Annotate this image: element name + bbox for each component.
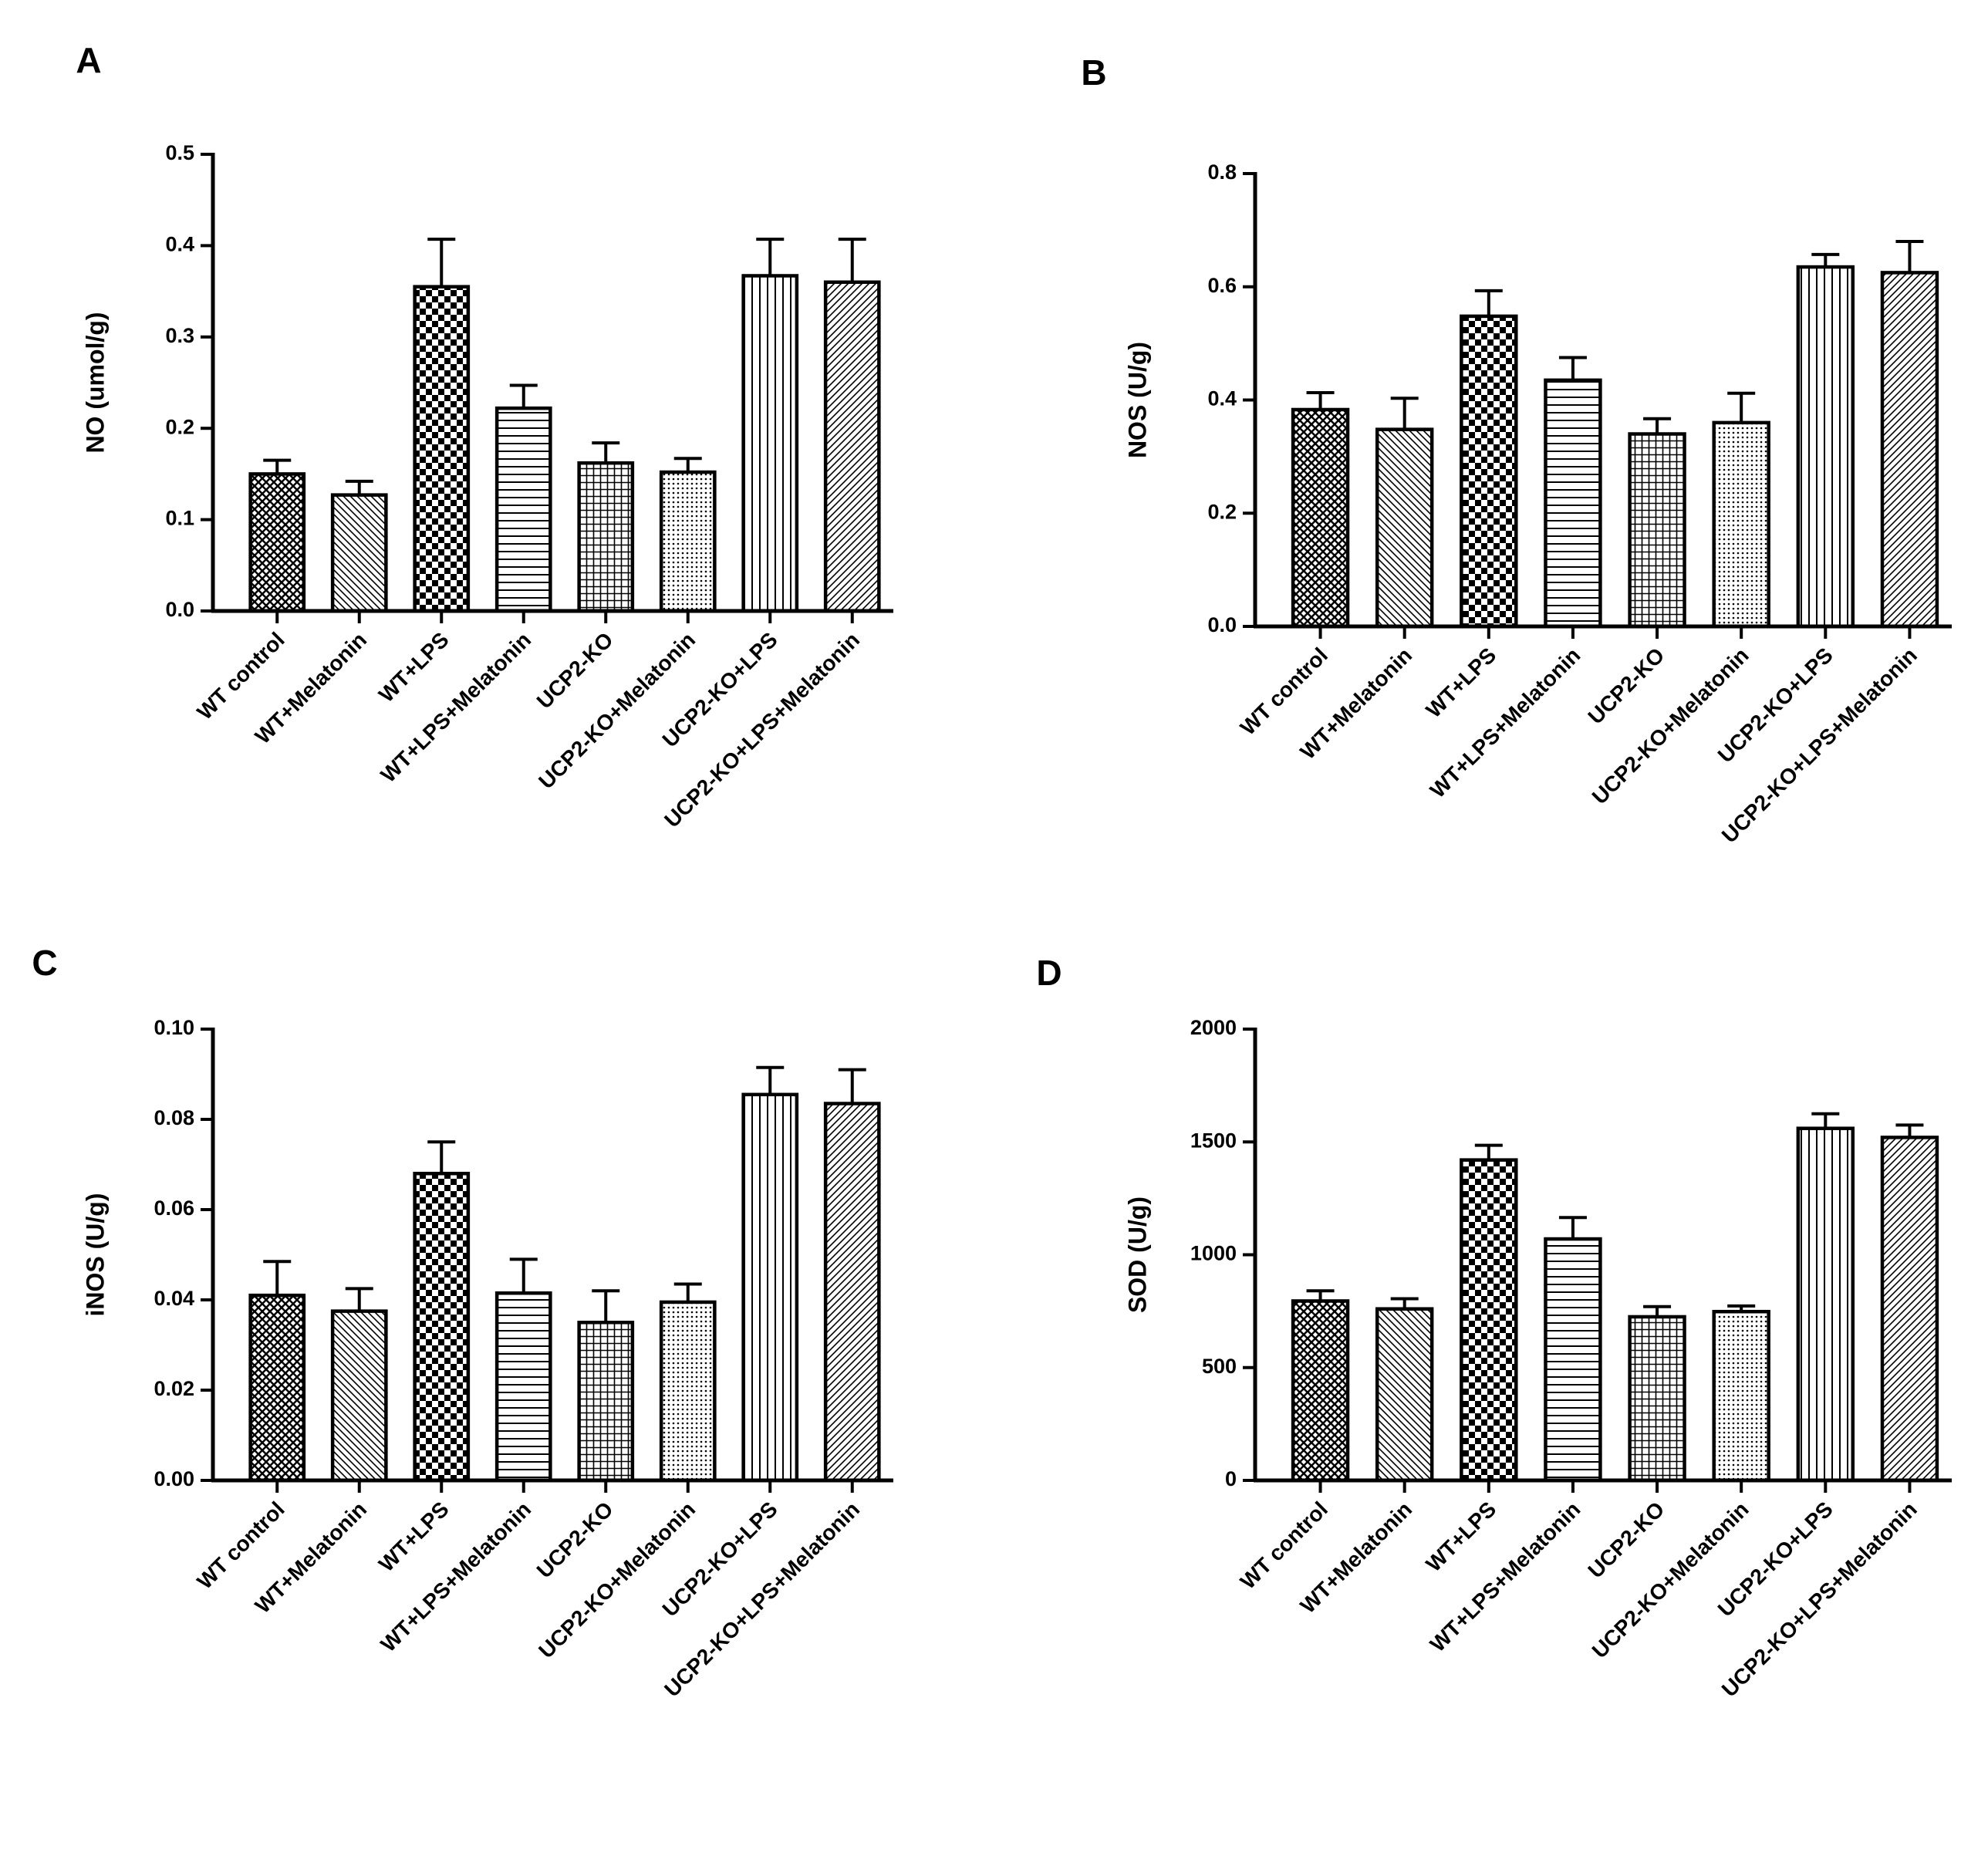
bar (741, 274, 799, 613)
bar (330, 493, 388, 613)
y-tick-label: 0.04 (154, 1287, 194, 1310)
y-tick-label: 0.00 (154, 1467, 194, 1490)
y-tick-label: 0.5 (165, 141, 194, 164)
y-axis-label: iNOS (U/g) (81, 1193, 109, 1317)
y-axis-label: NO (umol/g) (81, 312, 109, 453)
bar (1628, 1315, 1686, 1483)
bar (1544, 1237, 1602, 1483)
y-tick-label: 1500 (1190, 1129, 1237, 1152)
bar (1460, 1158, 1518, 1483)
y-tick-label: 0.1 (165, 507, 194, 530)
x-tick-label: WT+LPS+Melatonin (376, 1497, 535, 1657)
x-tick-label: WT+LPS (1422, 1497, 1501, 1577)
panel-label: D (1036, 953, 1062, 993)
bar (1375, 427, 1434, 629)
bar (659, 470, 717, 613)
x-tick-label: UCP2-KO+Melatonin (534, 1497, 700, 1663)
y-tick-label: 0.10 (154, 1016, 194, 1039)
bar (1796, 265, 1855, 629)
x-tick-label: UCP2-KO+Melatonin (1588, 643, 1753, 809)
y-axis-label: NOS (U/g) (1123, 342, 1151, 458)
bar (1544, 378, 1602, 629)
bar (248, 472, 306, 613)
bar (1880, 271, 1939, 629)
bar (1375, 1307, 1434, 1483)
bar (330, 1309, 388, 1483)
bar (413, 1171, 471, 1483)
y-tick-label: 0.02 (154, 1377, 194, 1400)
y-tick-label: 0.08 (154, 1106, 194, 1129)
x-tick-label: UCP2-KO (1584, 643, 1669, 729)
y-tick-label: 1000 (1190, 1242, 1237, 1265)
bar (741, 1092, 799, 1483)
y-tick-label: 0.3 (165, 324, 194, 347)
bar (1712, 420, 1770, 629)
x-tick-label: UCP2-KO+Melatonin (534, 628, 700, 794)
bar (823, 1102, 881, 1483)
x-tick-label: UCP2-KO+Melatonin (1588, 1497, 1753, 1663)
x-tick-label: WT+LPS (1422, 643, 1501, 723)
y-tick-label: 0.4 (165, 233, 194, 256)
y-tick-label: 500 (1202, 1355, 1237, 1378)
bar (1880, 1136, 1939, 1483)
x-tick-label: UCP2-KO (532, 1497, 618, 1583)
panel-label: B (1081, 52, 1106, 93)
bar (413, 285, 471, 613)
y-tick-label: 0 (1225, 1467, 1237, 1490)
x-tick-label: WT+LPS+Melatonin (376, 628, 535, 788)
panel-label: C (32, 943, 57, 983)
bar (494, 406, 552, 613)
bar (577, 1321, 635, 1483)
y-tick-label: 0.2 (1207, 500, 1237, 523)
y-tick-label: 0.0 (165, 598, 194, 621)
bar (494, 1291, 552, 1483)
bar (1796, 1126, 1855, 1483)
y-tick-label: 0.0 (1207, 613, 1237, 636)
y-tick-label: 0.2 (165, 415, 194, 438)
y-tick-label: 0.4 (1207, 387, 1237, 410)
bar (1291, 407, 1350, 629)
x-tick-label: WT+LPS (374, 628, 454, 707)
y-tick-label: 0.6 (1207, 274, 1237, 297)
bar (659, 1300, 717, 1483)
bar (248, 1293, 306, 1483)
bar (1628, 432, 1686, 629)
bar (577, 461, 635, 613)
y-tick-label: 2000 (1190, 1016, 1237, 1039)
x-tick-label: UCP2-KO (532, 628, 618, 714)
bar (1291, 1299, 1350, 1483)
y-axis-label: SOD (U/g) (1123, 1197, 1151, 1313)
y-tick-label: 0.8 (1207, 160, 1237, 184)
x-tick-label: WT+LPS+Melatonin (1426, 1497, 1585, 1657)
x-tick-label: WT+LPS+Melatonin (1426, 643, 1585, 803)
bar (1460, 314, 1518, 629)
x-tick-label: WT+LPS (374, 1497, 454, 1577)
bar (1712, 1309, 1770, 1483)
bar (823, 280, 881, 613)
panel-label: A (76, 40, 101, 80)
y-tick-label: 0.06 (154, 1197, 194, 1220)
x-tick-label: UCP2-KO (1584, 1497, 1669, 1583)
